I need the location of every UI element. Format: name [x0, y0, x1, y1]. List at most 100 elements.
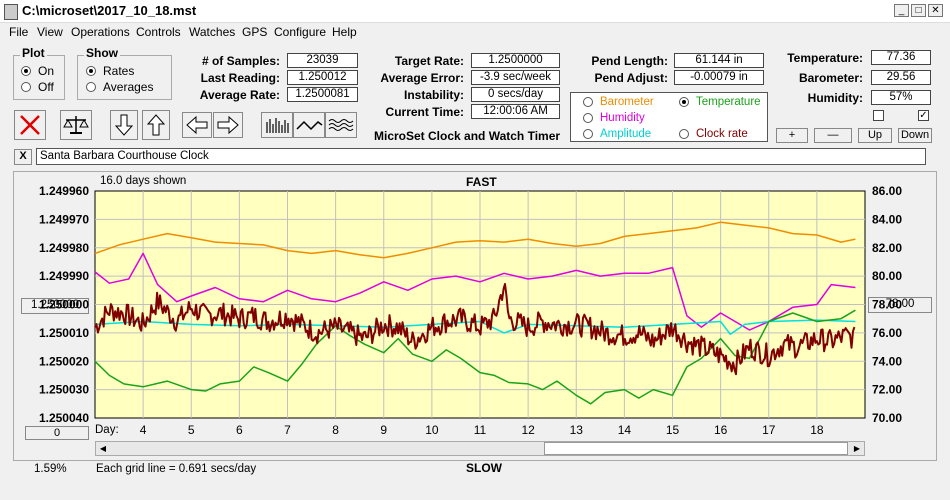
scale-up-button[interactable]: Up	[858, 128, 892, 143]
last-reading-label: Last Reading:	[200, 71, 280, 85]
x-tick-label: 10	[425, 423, 439, 437]
menu-operations[interactable]: Operations	[71, 25, 130, 39]
scroll-right-icon[interactable]: ▶	[853, 444, 861, 453]
menu-gps[interactable]: GPS	[242, 25, 268, 39]
x-tick-label: 11	[474, 423, 487, 437]
x-tick-label: 8	[332, 423, 339, 437]
scroll-thumb[interactable]	[544, 442, 848, 455]
stop-button[interactable]	[14, 110, 46, 140]
y-right-tick-label: 72.00	[872, 383, 902, 397]
y-right-tick-label: 76.00	[872, 326, 902, 340]
amplitude-overlay-radio[interactable]	[583, 129, 593, 139]
right-arrow-button[interactable]	[213, 112, 243, 138]
last-reading-field: 1.250012	[287, 70, 358, 85]
title-bar: C:\microset\2017_10_18.mst _ □ ✕	[0, 0, 950, 23]
show-group-title: Show	[84, 46, 120, 60]
time-scrollbar[interactable]: ◀ ▶	[95, 441, 865, 456]
arrow-left-icon	[186, 115, 208, 135]
clock-rate-overlay-radio[interactable]	[679, 129, 689, 139]
pend-length-field: 61.144 in	[674, 53, 764, 68]
grid-note: Each grid line = 0.691 secs/day	[96, 463, 257, 475]
y-left-tick-label: 1.250010	[39, 326, 89, 340]
line-view-button[interactable]	[293, 112, 325, 138]
y-right-tick-label: 82.00	[872, 241, 902, 255]
down-arrow-button[interactable]	[110, 110, 138, 140]
averages-radio[interactable]	[86, 82, 96, 92]
instability-field: 0 secs/day	[471, 87, 560, 102]
temperature-label: Temperature:	[787, 51, 863, 65]
y-right-tick-label: 86.00	[872, 184, 902, 198]
barometer-overlay-radio[interactable]	[583, 97, 593, 107]
y-right-tick-label: 70.00	[872, 411, 902, 425]
samples-field: 23039	[287, 53, 358, 68]
fast-label: FAST	[466, 175, 497, 189]
y-left-tick-label: 1.250000	[39, 298, 89, 312]
x-tick-label: 4	[140, 423, 147, 437]
scale-minus-button[interactable]: —	[814, 128, 852, 143]
menu-controls[interactable]: Controls	[136, 25, 181, 39]
scroll-left-icon[interactable]: ◀	[99, 444, 107, 453]
x-tick-label: 16	[714, 423, 728, 437]
noise-view-button[interactable]	[325, 112, 357, 138]
humidity-overlay-label: Humidity	[600, 112, 645, 124]
clock-rate-overlay-label: Clock rate	[696, 128, 748, 140]
average-error-field: -3.9 sec/week	[471, 70, 560, 85]
x-tick-label: 5	[188, 423, 195, 437]
balance-scale-icon	[63, 116, 89, 134]
x-tick-label: 18	[810, 423, 824, 437]
average-error-label: Average Error:	[380, 71, 464, 85]
y-left-tick-label: 1.250020	[39, 354, 89, 368]
temperature-overlay-radio[interactable]	[679, 97, 689, 107]
temperature-field: 77.36	[871, 50, 931, 65]
y-left-tick-label: 1.249990	[39, 269, 89, 283]
y-left-tick-label: 1.249980	[39, 241, 89, 255]
balance-button[interactable]	[60, 110, 92, 140]
checkbox-left[interactable]	[873, 110, 884, 121]
pend-length-label: Pend Length:	[591, 54, 668, 68]
bars-icon	[266, 118, 289, 133]
minimize-button[interactable]: _	[894, 4, 909, 17]
pend-adjust-field: -0.00079 in	[674, 70, 764, 85]
temp-center-button[interactable]: 78.00	[868, 297, 932, 313]
menu-bar: File View Operations Controls Watches GP…	[0, 23, 950, 41]
rate-center-button[interactable]: 1.250000	[21, 298, 89, 314]
x-tick-label: 9	[380, 423, 387, 437]
menu-configure[interactable]: Configure	[274, 25, 327, 39]
scale-plus-button[interactable]: +	[776, 128, 808, 143]
average-rate-label: Average Rate:	[199, 88, 280, 102]
y-left-tick-label: 1.249970	[39, 212, 89, 226]
app-icon[interactable]	[4, 4, 18, 20]
humidity-overlay-radio[interactable]	[583, 113, 593, 123]
rates-radio[interactable]	[86, 66, 96, 76]
menu-help[interactable]: Help	[332, 25, 357, 39]
menu-view[interactable]: View	[37, 25, 63, 39]
temperature-series-line	[94, 309, 856, 405]
bar-view-button[interactable]	[261, 112, 293, 138]
y-left-tick-label: 1.249960	[39, 184, 89, 198]
humidity-label: Humidity:	[807, 91, 863, 105]
x-tick-label: 6	[236, 423, 243, 437]
zero-button[interactable]: 0	[25, 426, 89, 440]
instability-label: Instability:	[403, 88, 464, 102]
plot-on-radio[interactable]	[21, 66, 31, 76]
plot-on-label: On	[38, 64, 55, 78]
checkbox-right[interactable]: ✓	[918, 110, 929, 121]
wave-line-icon	[296, 120, 323, 131]
barometer-series-line	[94, 221, 856, 259]
barometer-overlay-label: Barometer	[600, 96, 654, 108]
watch-clear-button[interactable]: X	[14, 149, 32, 165]
arrow-up-icon	[146, 114, 166, 136]
close-button[interactable]: ✕	[928, 4, 943, 17]
left-arrow-button[interactable]	[182, 112, 212, 138]
x-tick-label: 17	[762, 423, 776, 437]
show-group	[77, 55, 172, 100]
maximize-button[interactable]: □	[911, 4, 926, 17]
watch-name-field[interactable]: Santa Barbara Courthouse Clock	[36, 148, 926, 165]
up-arrow-button[interactable]	[142, 110, 170, 140]
plot-off-radio[interactable]	[21, 82, 31, 92]
menu-file[interactable]: File	[9, 25, 29, 39]
menu-watches[interactable]: Watches	[189, 25, 236, 39]
scale-down-button[interactable]: Down	[898, 128, 932, 143]
target-rate-label: Target Rate:	[394, 54, 464, 68]
